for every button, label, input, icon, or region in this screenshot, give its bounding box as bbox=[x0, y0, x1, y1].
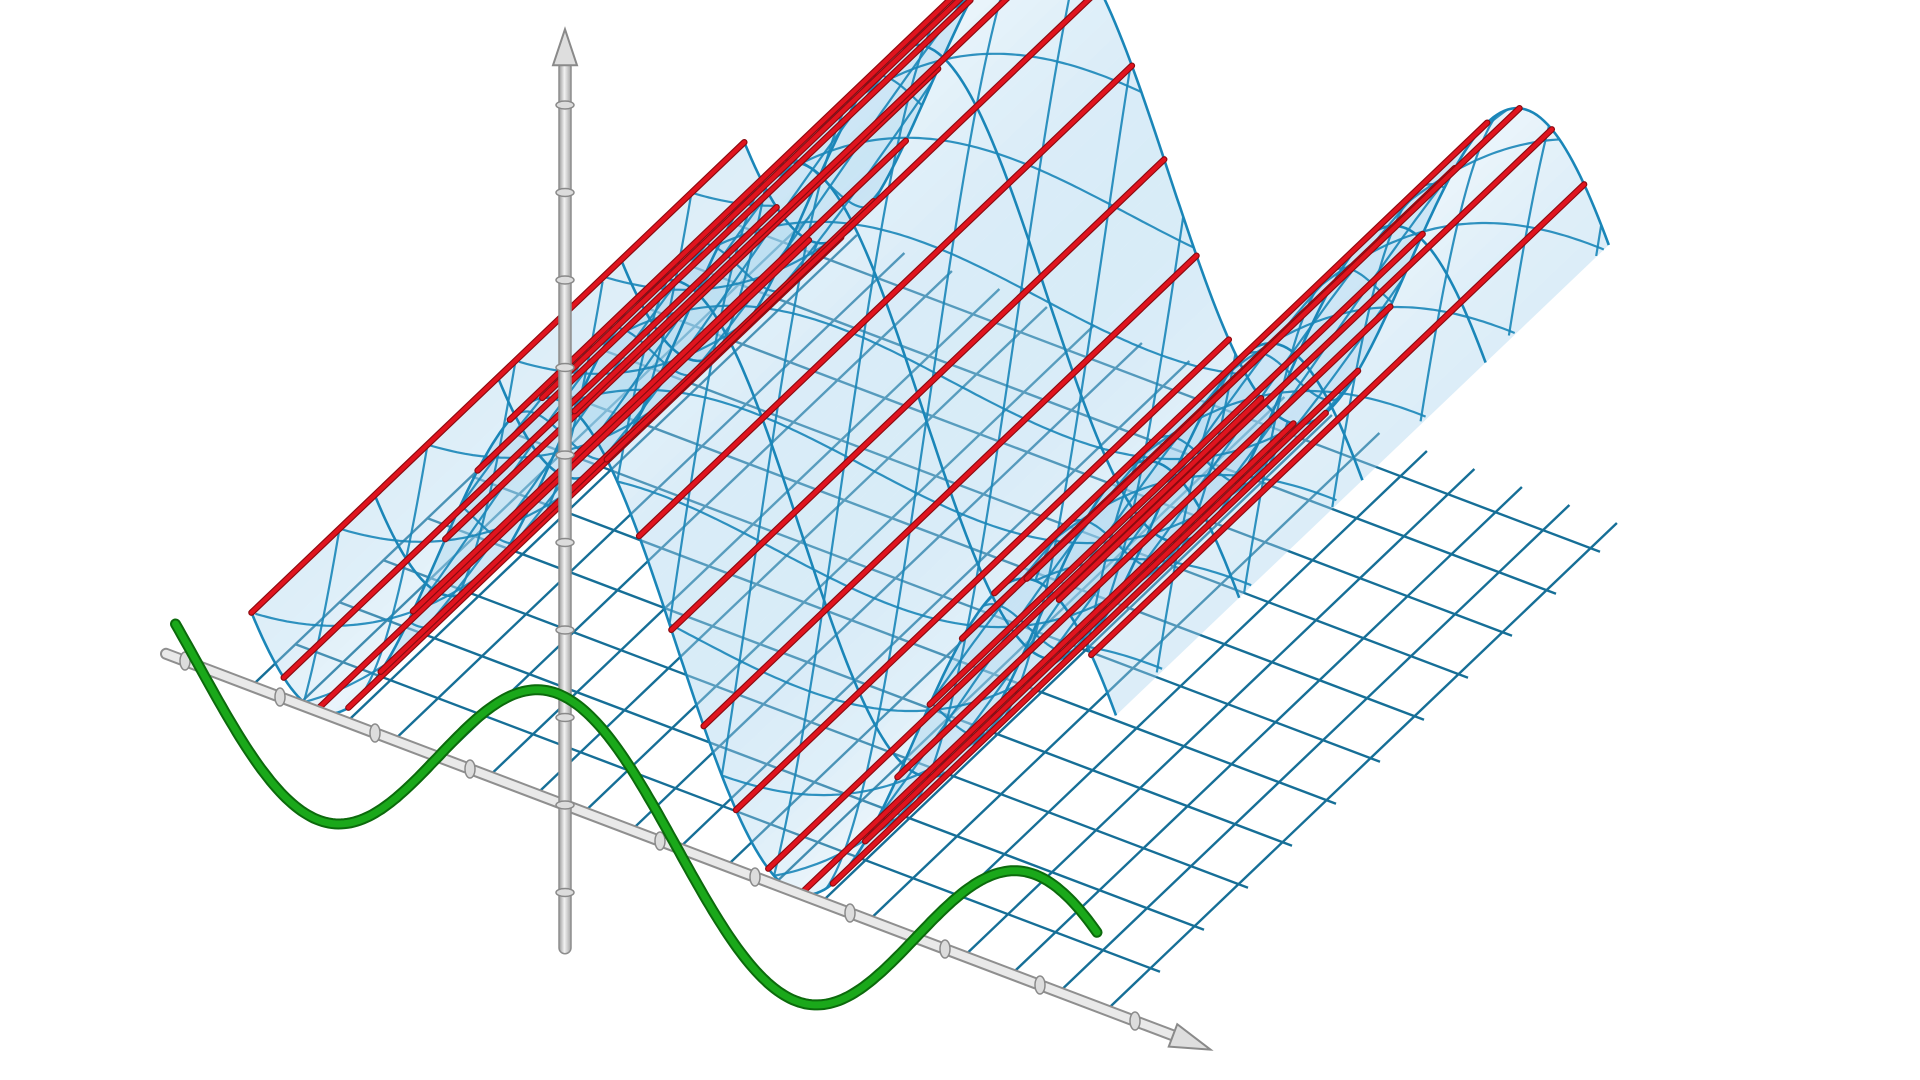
surface-mesh-line bbox=[355, 447, 429, 703]
ruling-line bbox=[281, 205, 779, 680]
ruling-line bbox=[766, 396, 1264, 871]
floor-grid-line bbox=[393, 252, 906, 742]
ruling-line bbox=[1089, 182, 1587, 657]
floor-grid-line bbox=[678, 360, 1191, 850]
surface-profile-curve bbox=[743, 0, 1611, 426]
floor-grid-line bbox=[691, 265, 1557, 595]
floor-grid-line bbox=[515, 433, 1381, 763]
floor-grid-line bbox=[1010, 486, 1523, 976]
ruling-line bbox=[1024, 106, 1522, 581]
floor-grid-line bbox=[1058, 504, 1571, 994]
ruling-line bbox=[669, 157, 1167, 632]
x-axis-tick bbox=[464, 759, 476, 779]
x-axis-arrow-icon bbox=[1167, 1022, 1214, 1051]
ruling-line bbox=[507, 0, 953, 422]
x-axis-tick bbox=[939, 939, 951, 959]
z-axis-arrow-icon bbox=[551, 26, 579, 67]
ruling-line bbox=[701, 253, 1199, 729]
floor-grid-line bbox=[820, 414, 1333, 904]
floor-grid-line bbox=[559, 391, 1425, 721]
ruling-line bbox=[443, 66, 941, 542]
ruling-line bbox=[636, 63, 1135, 539]
floor-grid-line bbox=[647, 307, 1513, 637]
z-axis-tick bbox=[555, 625, 575, 635]
x-axis-tick bbox=[749, 867, 761, 887]
floor-grid-line bbox=[915, 450, 1428, 940]
surface-strip bbox=[604, 0, 1104, 470]
z-axis-tick bbox=[555, 100, 575, 110]
z-axis-tick bbox=[555, 800, 575, 810]
surface-mesh-line bbox=[603, 241, 829, 291]
floor-grid-line bbox=[471, 475, 1337, 805]
z-axis-tick bbox=[555, 187, 575, 198]
ruling-line bbox=[249, 140, 747, 615]
surface-profile-curve bbox=[373, 278, 1241, 779]
surface-mesh-line bbox=[302, 532, 340, 703]
x-axis-tick bbox=[654, 831, 666, 851]
surface-strip bbox=[554, 0, 982, 402]
ruling-line bbox=[863, 368, 1361, 844]
surface-profile-curve bbox=[619, 43, 1487, 544]
surface-profile-curve bbox=[250, 396, 1118, 896]
ruling-line bbox=[927, 231, 1425, 707]
base-curve bbox=[170, 618, 1103, 1011]
x-axis-tick bbox=[1129, 1011, 1141, 1031]
surface-mesh-line bbox=[1595, 224, 1603, 257]
surface-profile-curve bbox=[496, 161, 1364, 661]
floor-grid-line bbox=[735, 223, 1601, 553]
z-axis-tick bbox=[555, 362, 575, 373]
floor-grid-line bbox=[583, 324, 1096, 814]
z-axis-tick bbox=[555, 537, 575, 548]
floor-grid-line bbox=[963, 468, 1476, 958]
floor-grid-line bbox=[630, 342, 1143, 832]
ruling-line bbox=[410, 138, 908, 614]
floor-grid-line bbox=[868, 432, 1381, 922]
surface-mesh-line bbox=[1507, 125, 1551, 336]
ruling-line bbox=[604, 0, 1092, 462]
ruling-line bbox=[1056, 127, 1554, 602]
z-axis-tick bbox=[555, 712, 575, 723]
x-axis-tick bbox=[369, 723, 381, 743]
floor-grid-line bbox=[345, 234, 858, 724]
x-axis-tick bbox=[844, 903, 856, 923]
ruling-line bbox=[540, 0, 963, 400]
ruling-line bbox=[830, 410, 1328, 886]
ruling-line bbox=[895, 304, 1393, 780]
z-axis-tick bbox=[555, 275, 575, 285]
x-axis-tick bbox=[1034, 975, 1046, 995]
floor-grid-line bbox=[383, 559, 1249, 889]
floor-grid-line bbox=[603, 349, 1469, 679]
ruling-line bbox=[572, 0, 1009, 414]
z-axis-tick bbox=[555, 450, 575, 460]
floor-grid-line bbox=[339, 601, 1205, 931]
x-axis-tick bbox=[274, 687, 286, 707]
ruling-line bbox=[992, 120, 1490, 596]
ruling-line bbox=[798, 421, 1296, 897]
base-curve-line bbox=[172, 620, 1101, 1009]
floor-grid-line bbox=[295, 643, 1161, 973]
floor-grid-line bbox=[440, 270, 953, 760]
z-axis-tick bbox=[555, 887, 575, 898]
floor-grid-line bbox=[1105, 522, 1618, 1012]
ruling-line bbox=[733, 337, 1231, 813]
